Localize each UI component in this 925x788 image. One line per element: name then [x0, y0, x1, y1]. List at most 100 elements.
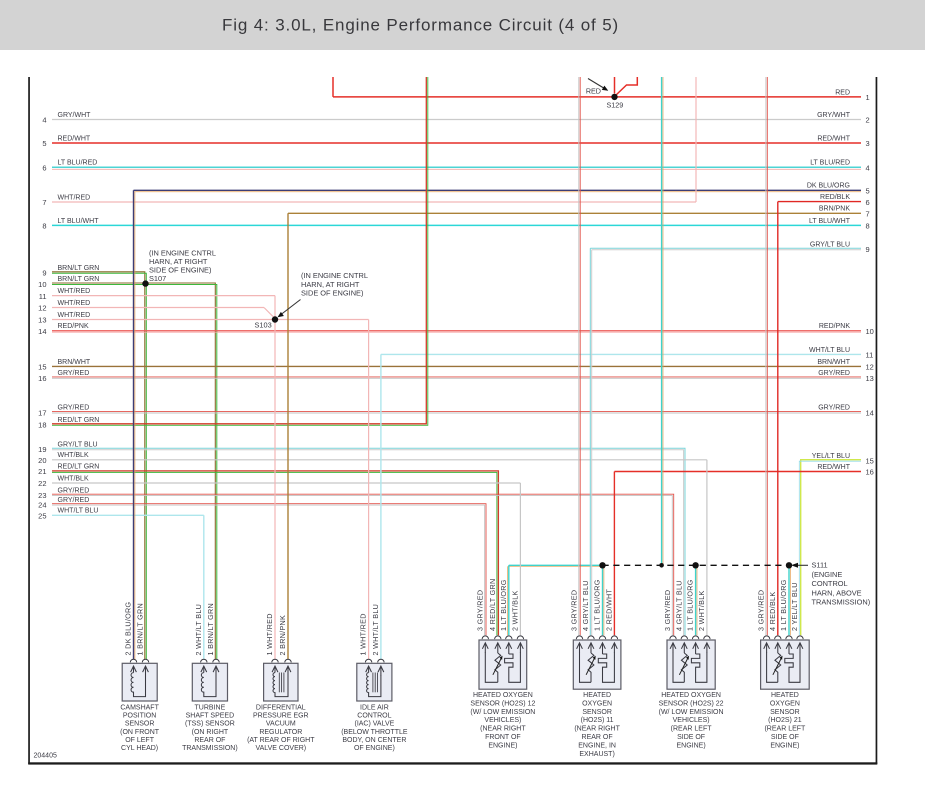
- svg-text:(HO2S) 11: (HO2S) 11: [581, 717, 614, 724]
- svg-text:7: 7: [42, 198, 46, 207]
- svg-text:(AT REAR OF RIGHT: (AT REAR OF RIGHT: [247, 737, 315, 744]
- svg-text:1 LT BLU/ORG: 1 LT BLU/ORG: [593, 579, 602, 631]
- svg-text:4 RED/LT GRN: 4 RED/LT GRN: [488, 579, 497, 631]
- svg-text:10: 10: [866, 327, 874, 336]
- svg-text:SENSOR: SENSOR: [125, 721, 155, 728]
- svg-text:6: 6: [42, 164, 46, 173]
- svg-text:12: 12: [38, 304, 46, 313]
- svg-text:9: 9: [866, 245, 870, 254]
- svg-text:WHT/RED: WHT/RED: [58, 288, 91, 295]
- svg-text:23: 23: [38, 491, 46, 500]
- svg-text:8: 8: [866, 222, 870, 231]
- svg-text:4 GRY/LT BLU: 4 GRY/LT BLU: [674, 580, 683, 631]
- svg-text:WHT/BLK: WHT/BLK: [58, 452, 89, 459]
- svg-text:2 DK BLU/ORG: 2 DK BLU/ORG: [124, 601, 133, 655]
- svg-text:GRY/LT BLU: GRY/LT BLU: [58, 441, 98, 448]
- svg-text:WHT/BLK: WHT/BLK: [58, 475, 89, 482]
- svg-text:IDLE AIR: IDLE AIR: [360, 704, 389, 711]
- svg-text:RED/WHT: RED/WHT: [817, 135, 850, 142]
- svg-text:EXHAUST): EXHAUST): [579, 751, 614, 758]
- svg-text:ENGINE, IN: ENGINE, IN: [578, 742, 616, 749]
- svg-text:4 RED/BLK: 4 RED/BLK: [768, 592, 777, 631]
- svg-text:ENGINE): ENGINE): [770, 742, 799, 749]
- svg-text:OF ENGINE): OF ENGINE): [354, 745, 395, 752]
- svg-text:(W/ LOW EMISSION: (W/ LOW EMISSION: [470, 709, 535, 716]
- svg-text:3 GRY/RED: 3 GRY/RED: [663, 590, 672, 631]
- svg-text:4 GRY/LT BLU: 4 GRY/LT BLU: [581, 580, 590, 631]
- svg-text:BRN/PNK: BRN/PNK: [819, 206, 850, 213]
- svg-text:14: 14: [866, 409, 874, 418]
- svg-text:13: 13: [38, 316, 46, 325]
- svg-text:(W/ LOW EMISSION: (W/ LOW EMISSION: [659, 709, 724, 716]
- svg-text:GRY/RED: GRY/RED: [58, 370, 90, 377]
- svg-text:VALVE COVER): VALVE COVER): [255, 745, 306, 752]
- svg-text:5: 5: [42, 139, 46, 148]
- svg-text:2 WHT/BLK: 2 WHT/BLK: [697, 590, 706, 631]
- svg-text:RED/WHT: RED/WHT: [58, 135, 91, 142]
- svg-text:GRY/RED: GRY/RED: [818, 405, 850, 412]
- svg-text:HARN, ABOVE: HARN, ABOVE: [812, 588, 862, 597]
- svg-text:TURBINE: TURBINE: [195, 704, 226, 711]
- svg-text:FRONT OF: FRONT OF: [485, 734, 521, 741]
- svg-text:204405: 204405: [34, 752, 57, 759]
- svg-text:GRY/WHT: GRY/WHT: [817, 112, 851, 119]
- svg-text:HEATED OXYGEN: HEATED OXYGEN: [473, 692, 533, 699]
- svg-text:GRY/RED: GRY/RED: [58, 405, 90, 412]
- svg-text:(ENGINE: (ENGINE: [812, 570, 843, 579]
- svg-text:3 GRY/RED: 3 GRY/RED: [570, 590, 579, 631]
- svg-text:1 LT BLU/ORG: 1 LT BLU/ORG: [686, 579, 695, 631]
- svg-text:GRY/LT BLU: GRY/LT BLU: [810, 241, 850, 248]
- svg-text:HARN, AT RIGHT: HARN, AT RIGHT: [149, 257, 208, 266]
- svg-text:2 WHT/BLK: 2 WHT/BLK: [510, 590, 519, 631]
- svg-text:TRANSMISSION): TRANSMISSION): [182, 745, 238, 752]
- svg-text:2 WHT/LT BLU: 2 WHT/LT BLU: [194, 604, 203, 656]
- svg-text:S107: S107: [149, 274, 166, 283]
- svg-text:1 LT BLU/ORG: 1 LT BLU/ORG: [499, 579, 508, 631]
- svg-text:RED/LT GRN: RED/LT GRN: [58, 417, 100, 424]
- svg-text:4: 4: [42, 116, 46, 125]
- svg-text:REAR OF: REAR OF: [194, 737, 225, 744]
- svg-text:(IN ENGINE CNTRL: (IN ENGINE CNTRL: [301, 271, 368, 280]
- svg-text:15: 15: [38, 363, 46, 372]
- svg-text:(REAR LEFT: (REAR LEFT: [671, 726, 713, 733]
- svg-text:SIDE OF ENGINE): SIDE OF ENGINE): [149, 266, 211, 275]
- svg-text:VACUUM: VACUUM: [266, 721, 296, 728]
- svg-text:11: 11: [866, 351, 874, 360]
- svg-text:BRN/WHT: BRN/WHT: [817, 359, 850, 366]
- svg-text:VEHICLES): VEHICLES): [673, 717, 710, 724]
- svg-text:GRY/WHT: GRY/WHT: [58, 112, 92, 119]
- svg-text:SENSOR (HO2S) 12: SENSOR (HO2S) 12: [470, 700, 535, 707]
- svg-text:21: 21: [38, 467, 46, 476]
- svg-text:HEATED OXYGEN: HEATED OXYGEN: [661, 692, 721, 699]
- svg-text:(HO2S) 21: (HO2S) 21: [768, 717, 802, 724]
- svg-text:RED/BLK: RED/BLK: [820, 194, 850, 201]
- svg-text:CAMSHAFT: CAMSHAFT: [120, 704, 159, 711]
- svg-text:S129: S129: [607, 101, 624, 110]
- svg-text:RED/PNK: RED/PNK: [58, 323, 89, 330]
- svg-text:25: 25: [38, 512, 46, 521]
- svg-text:17: 17: [38, 409, 46, 418]
- svg-text:S103: S103: [255, 321, 272, 330]
- svg-text:GRY/RED: GRY/RED: [58, 487, 90, 494]
- svg-text:2: 2: [866, 116, 870, 125]
- svg-text:Fig 4: 3.0L, Engine Performanc: Fig 4: 3.0L, Engine Performance Circuit …: [222, 16, 619, 35]
- svg-text:RED/PNK: RED/PNK: [819, 323, 850, 330]
- svg-text:(IN ENGINE CNTRL: (IN ENGINE CNTRL: [149, 249, 216, 258]
- svg-text:11: 11: [39, 292, 47, 301]
- svg-text:1: 1: [866, 93, 870, 102]
- svg-text:RED: RED: [586, 86, 601, 95]
- svg-text:BRN/WHT: BRN/WHT: [58, 359, 91, 366]
- svg-text:DK BLU/ORG: DK BLU/ORG: [807, 183, 850, 190]
- svg-text:WHT/RED: WHT/RED: [58, 312, 91, 319]
- svg-text:WHT/RED: WHT/RED: [58, 300, 91, 307]
- svg-text:PRESSURE EGR: PRESSURE EGR: [253, 713, 309, 720]
- svg-text:(BELOW THROTTLE: (BELOW THROTTLE: [341, 729, 408, 736]
- svg-text:LT BLU/WHT: LT BLU/WHT: [809, 218, 851, 225]
- svg-text:OXYGEN: OXYGEN: [582, 700, 612, 707]
- svg-text:RED: RED: [835, 89, 850, 96]
- svg-text:(NEAR RIGHT: (NEAR RIGHT: [480, 726, 526, 733]
- svg-text:12: 12: [866, 363, 874, 372]
- svg-text:(NEAR RIGHT: (NEAR RIGHT: [574, 726, 620, 733]
- svg-text:HARN, AT RIGHT: HARN, AT RIGHT: [301, 280, 360, 289]
- svg-text:1 LT BLU/ORG: 1 LT BLU/ORG: [779, 579, 788, 631]
